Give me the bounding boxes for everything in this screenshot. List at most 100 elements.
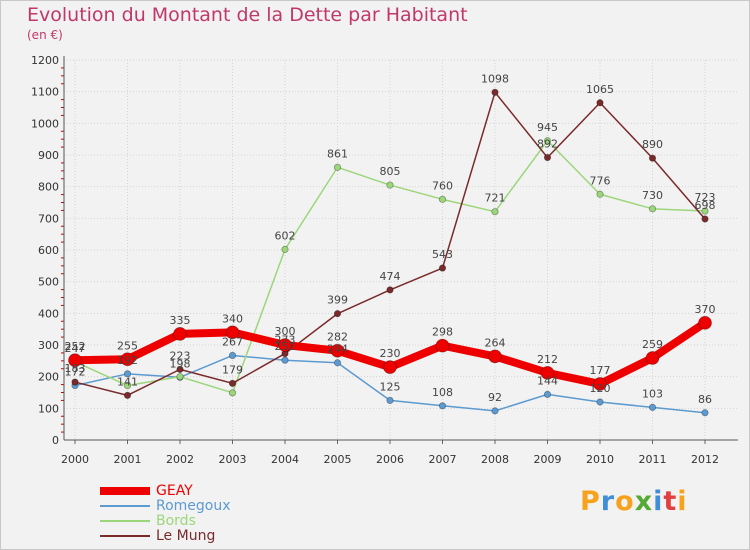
point-geay [173,327,187,341]
point-bords [281,245,289,253]
point-bords [228,389,237,397]
data-label-bords: 247 [65,342,86,355]
data-label-bords: 723 [695,191,716,204]
x-tick-label: 2001 [114,453,142,466]
logo-letter: x [634,486,654,517]
y-tick-label: 700 [38,212,59,225]
data-label-geay: 300 [275,325,296,338]
point-romegoux [596,398,604,406]
point-geay [488,349,502,364]
data-label-le-mung: 399 [327,294,348,307]
data-label-le-mung: 474 [380,270,401,283]
data-label-geay: 230 [380,347,401,360]
y-tick-label: 500 [38,276,59,289]
data-label-le-mung: 543 [432,248,453,261]
legend-label: Romegoux [156,498,231,514]
y-tick-label: 300 [38,339,59,352]
point-geay [435,338,450,353]
data-label-romegoux: 144 [537,374,558,387]
point-romegoux [701,409,709,417]
chart-title: Evolution du Montant de la Dette par Hab… [27,4,468,26]
data-label-romegoux: 86 [698,393,712,406]
point-romegoux [281,356,289,364]
point-le-mung [123,391,132,399]
point-geay [383,360,397,375]
data-label-geay: 370 [695,303,716,316]
point-bords [333,163,342,171]
point-le-mung [543,153,552,162]
data-label-geay: 282 [327,331,348,344]
data-label-bords: 945 [537,121,558,134]
data-label-geay: 264 [485,336,506,349]
point-bords [386,181,394,189]
point-geay [540,365,555,380]
logo-letter: t [663,486,678,517]
data-label-le-mung: 698 [695,199,716,212]
point-le-mung [333,310,342,318]
x-tick-label: 2000 [61,453,89,466]
grid [64,59,738,441]
y-tick-label: 400 [38,307,59,320]
x-tick-label: 2005 [324,453,352,466]
data-label-le-mung: 273 [275,334,296,347]
point-romegoux [438,402,447,410]
data-label-bords: 721 [485,192,506,205]
y-tick-label: 200 [38,371,59,384]
y-tick-label: 800 [38,181,59,194]
data-label-bords: 861 [327,147,348,160]
point-le-mung [491,88,499,96]
point-bords [543,137,552,145]
point-romegoux [491,407,499,415]
data-label-romegoux: 244 [327,343,348,356]
data-label-bords: 602 [275,229,296,242]
logo-letter: i [653,486,664,517]
logo-letter: r [600,486,616,517]
data-label-le-mung: 1098 [481,72,509,85]
point-geay [278,338,292,352]
data-label-geay: 340 [222,312,243,325]
data-label-romegoux: 103 [642,387,663,400]
data-label-geay: 252 [65,340,86,353]
y-tick-label: 600 [38,244,59,257]
x-tick-label: 2006 [376,453,404,466]
point-romegoux [228,351,237,360]
y-tick-label: 1000 [31,117,59,130]
point-le-mung [438,264,447,272]
data-label-le-mung: 223 [170,349,191,362]
point-romegoux [543,390,552,398]
point-le-mung [596,99,604,107]
data-label-romegoux: 108 [432,386,453,399]
data-labels: 172 192 198 267 252 244 125 108 92 144 120 103 86 247… [65,72,716,405]
point-geay [698,315,712,330]
point-geay [225,325,240,340]
data-label-bords: 730 [642,189,663,202]
x-tick-label: 2011 [639,453,667,466]
data-label-bords: 776 [590,174,611,187]
data-label-romegoux: 192 [117,354,138,367]
data-label-geay: 335 [170,314,191,327]
data-label-romegoux: 120 [590,382,611,395]
data-label-romegoux: 198 [170,357,191,370]
data-label-geay: 298 [432,326,453,339]
data-label-le-mung: 141 [117,375,138,388]
legend-label: GEAY [156,483,193,499]
point-le-mung [71,378,79,386]
x-tick-label: 2009 [534,453,562,466]
data-label-bords: 760 [432,179,453,192]
point-le-mung [648,154,657,162]
x-tick-label: 2004 [271,453,299,466]
y-tick-label: 1200 [31,54,59,67]
y-tick-label: 900 [38,149,59,162]
logo-letter: i [677,486,688,517]
x-tick-label: 2012 [691,453,719,466]
legend-swatch [100,535,150,537]
data-label-geay: 259 [642,338,663,351]
legend-swatch [100,505,150,507]
point-le-mung [176,365,184,373]
point-bords [438,195,447,203]
x-tick-label: 2010 [586,453,614,466]
point-romegoux [123,370,132,378]
logo-letter: o [615,486,635,517]
y-tick-label: 1100 [31,86,59,99]
